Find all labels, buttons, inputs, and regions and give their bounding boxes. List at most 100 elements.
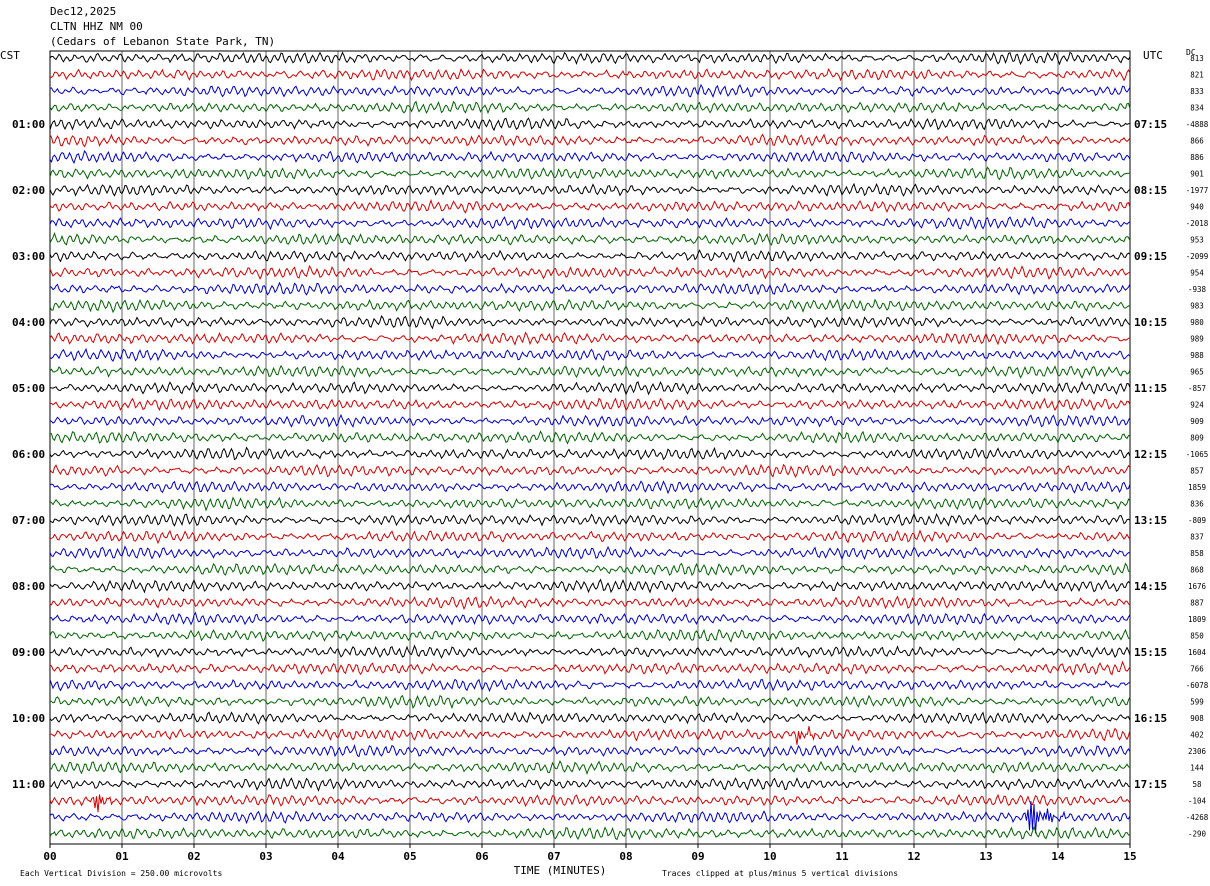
trace-row: [49, 281, 1131, 296]
trace-row: [49, 166, 1131, 181]
dc-offset-label: -857: [1188, 384, 1206, 393]
header-date: Dec12,2025: [50, 5, 117, 18]
dc-offset-label: 954: [1190, 269, 1204, 278]
dc-offset-label: 924: [1190, 401, 1204, 410]
trace-row: [49, 628, 1131, 643]
dc-label: DC: [1186, 48, 1196, 57]
trace-row: [49, 413, 1131, 428]
right-hour-label: 11:15: [1134, 382, 1167, 395]
dc-offset-label: 836: [1190, 500, 1204, 509]
trace-row: [49, 216, 1131, 231]
dc-offset-label: 965: [1190, 368, 1204, 377]
dc-offset-label: 837: [1190, 533, 1204, 542]
trace-row: [49, 660, 1131, 676]
trace-row: [49, 315, 1131, 330]
dc-offset-label: 402: [1190, 731, 1204, 740]
trace-row: [49, 512, 1131, 527]
x-tick-label: 09: [691, 850, 704, 863]
left-hour-label: 08:00: [12, 580, 45, 593]
trace-row: [49, 249, 1131, 264]
x-tick-label: 07: [547, 850, 560, 863]
trace-row: [49, 463, 1131, 479]
header-station: CLTN HHZ NM 00: [50, 20, 143, 33]
x-tick-label: 00: [43, 850, 56, 863]
x-tick-label: 10: [763, 850, 776, 863]
trace-row: [49, 331, 1131, 346]
dc-offset-label: -104: [1188, 797, 1207, 806]
trace-row: [50, 644, 1131, 659]
left-hour-label: 11:00: [12, 778, 45, 791]
trace-row: [50, 430, 1131, 445]
trace-row: [49, 562, 1131, 577]
trace-row: [49, 232, 1131, 246]
trace-row: [49, 825, 1131, 841]
left-hour-label: 07:00: [12, 514, 45, 527]
dc-offset-label: 887: [1190, 599, 1204, 608]
trace-row: [49, 578, 1131, 594]
left-hour-label: 09:00: [12, 646, 45, 659]
dc-offset-label: 833: [1190, 87, 1204, 96]
dc-offset-label: 983: [1190, 302, 1204, 311]
right-hour-label: 12:15: [1134, 448, 1167, 461]
left-hour-label: 02:00: [12, 184, 45, 197]
scale-note: Each Vertical Division = 250.00 microvol…: [20, 869, 222, 878]
trace-row: [49, 264, 1131, 280]
dc-offset-label: -809: [1188, 516, 1206, 525]
dc-offset-label: 821: [1190, 71, 1204, 80]
dc-offset-label: -4268: [1186, 813, 1209, 822]
dc-offset-label: 834: [1190, 104, 1204, 113]
trace-row: [49, 67, 1131, 82]
dc-offset-label: 868: [1190, 566, 1204, 575]
trace-row: [49, 133, 1131, 148]
dc-offset-label: 980: [1190, 318, 1204, 327]
x-tick-label: 12: [907, 850, 920, 863]
dc-offset-label: -1977: [1186, 186, 1209, 195]
trace-row: [49, 397, 1131, 412]
plot-frame: [49, 50, 1131, 845]
trace-row: [49, 149, 1131, 165]
right-hour-label: 09:15: [1134, 250, 1167, 263]
x-tick-label: 13: [979, 850, 992, 863]
dc-offset-label: 1859: [1188, 483, 1206, 492]
left-hour-label: 10:00: [12, 712, 45, 725]
x-tick-label: 14: [1051, 850, 1065, 863]
dc-offset-label: 850: [1190, 632, 1204, 641]
dc-offset-label: 940: [1190, 203, 1204, 212]
right-hour-label: 15:15: [1134, 646, 1167, 659]
dc-offset-label: 1604: [1188, 648, 1207, 657]
trace-row: [49, 595, 1131, 611]
right-hour-label: 10:15: [1134, 316, 1167, 329]
dc-offset-label: 988: [1190, 351, 1204, 360]
dc-offset-label: 599: [1190, 698, 1204, 707]
trace-row: [49, 480, 1131, 495]
dc-offset-label: -2018: [1186, 219, 1209, 228]
trace-row: [49, 793, 1131, 813]
right-hour-label: 14:15: [1134, 580, 1167, 593]
dc-offset-label: -6078: [1186, 681, 1209, 690]
left-hour-label: 06:00: [12, 448, 45, 461]
trace-row: [49, 100, 1131, 115]
dc-offset-label: -1065: [1186, 450, 1209, 459]
trace-row: [49, 529, 1131, 545]
right-hour-label: 16:15: [1134, 712, 1167, 725]
dc-offset-label: 2306: [1188, 747, 1207, 756]
x-tick-label: 03: [259, 850, 272, 863]
clip-note: Traces clipped at plus/minus 5 vertical …: [662, 869, 898, 878]
trace-row: [49, 801, 1131, 834]
trace-row: [49, 694, 1131, 710]
left-hour-label: 05:00: [12, 382, 45, 395]
trace-row: [49, 51, 1131, 66]
trace-row: [49, 446, 1131, 461]
trace-row: [49, 198, 1131, 214]
dc-offset-label: 144: [1190, 764, 1204, 773]
trace-row: [49, 711, 1131, 725]
trace-row: [49, 744, 1131, 758]
left-hour-label: 03:00: [12, 250, 45, 263]
right-hour-label: 13:15: [1134, 514, 1167, 527]
dc-offset-label: -2099: [1186, 252, 1209, 261]
x-tick-label: 15: [1123, 850, 1136, 863]
dc-offset-label: 908: [1190, 714, 1204, 723]
left-hour-label: 04:00: [12, 316, 45, 329]
left-timezone-label: CST: [0, 49, 20, 62]
